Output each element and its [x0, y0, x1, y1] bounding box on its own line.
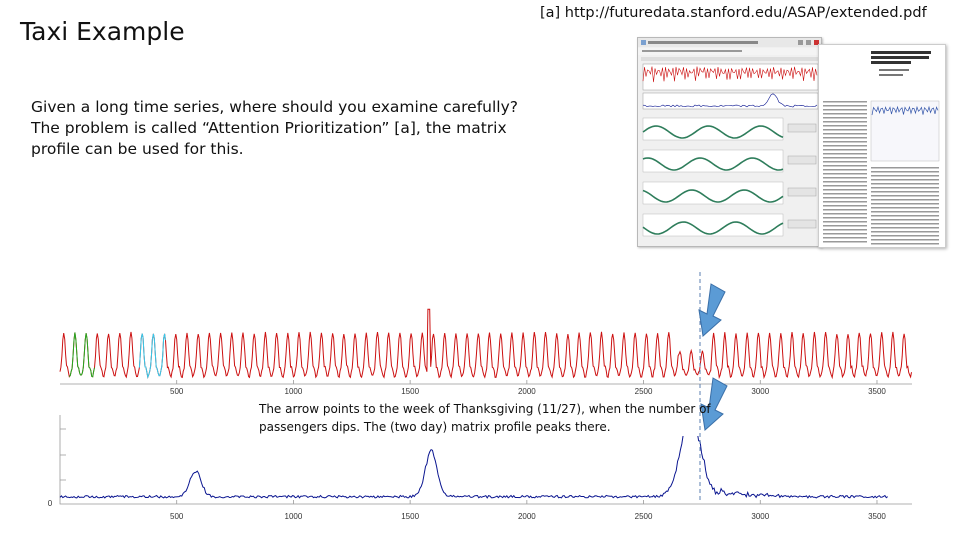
- x-tick-label: 3000: [751, 387, 769, 396]
- motif-cyan-line: [138, 333, 166, 380]
- time-series-ticks: 500 1000 1500 2000 2500 3000 3500: [170, 380, 886, 396]
- x-tick-label: 3500: [868, 387, 886, 396]
- body-line: profile can be used for this.: [31, 140, 244, 158]
- paper-thumbnail: [818, 44, 946, 248]
- x-tick-label: 2000: [518, 512, 536, 521]
- paper-thumbnail-drawing: [823, 51, 940, 245]
- x-tick-label: 1500: [401, 387, 419, 396]
- reference-link[interactable]: [a] http://futuredata.stanford.edu/ASAP/…: [540, 5, 927, 21]
- mp-ui-screenshot-drawing: [638, 38, 821, 237]
- body-text: Given a long time series, where should y…: [31, 97, 531, 160]
- body-line: The problem is called “Attention Priorit…: [31, 119, 507, 137]
- arrow-icon: [698, 283, 726, 337]
- mp-y-zero-label: 0: [48, 499, 53, 508]
- x-tick-label: 2500: [635, 387, 653, 396]
- caption-line: passengers dips. The (two day) matrix pr…: [259, 420, 611, 434]
- x-tick-label: 1000: [285, 512, 303, 521]
- time-series-line: [59, 308, 912, 380]
- matrix-profile-line: [59, 418, 889, 499]
- time-series-chart: 500 1000 1500 2000 2500 3000 3500: [59, 308, 912, 396]
- x-tick-label: 2500: [635, 512, 653, 521]
- x-tick-label: 3000: [751, 512, 769, 521]
- x-tick-label: 1500: [401, 512, 419, 521]
- x-tick-label: 1000: [285, 387, 303, 396]
- x-tick-label: 500: [170, 512, 184, 521]
- mp-ui-screenshot: [637, 37, 822, 247]
- slide-title: Taxi Example: [20, 17, 185, 46]
- matrix-profile-axes: [59, 415, 912, 505]
- x-tick-label: 2000: [518, 387, 536, 396]
- matrix-profile-chart: 500 1000 1500 2000 2500 3000 3500 0: [48, 415, 912, 521]
- motif-green-line: [68, 332, 95, 378]
- caption-line: The arrow points to the week of Thanksgi…: [259, 402, 711, 416]
- x-tick-label: 3500: [868, 512, 886, 521]
- body-line: Given a long time series, where should y…: [31, 98, 519, 116]
- x-tick-label: 500: [170, 387, 184, 396]
- matrix-profile-ticks: 500 1000 1500 2000 2500 3000 3500: [170, 500, 886, 521]
- arrow-icon: [700, 377, 728, 431]
- caption: The arrow points to the week of Thanksgi…: [259, 400, 711, 436]
